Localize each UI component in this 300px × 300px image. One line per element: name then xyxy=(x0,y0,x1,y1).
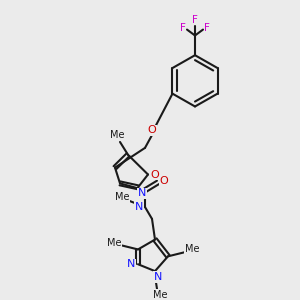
Text: O: O xyxy=(148,125,156,135)
Text: Me: Me xyxy=(153,290,167,300)
Text: O: O xyxy=(160,176,168,186)
Text: O: O xyxy=(151,169,159,179)
Text: F: F xyxy=(192,15,198,25)
Text: Me: Me xyxy=(107,238,121,248)
Text: N: N xyxy=(138,188,146,198)
Text: Me: Me xyxy=(185,244,199,254)
Text: N: N xyxy=(127,259,135,269)
Text: N: N xyxy=(135,202,143,212)
Text: F: F xyxy=(204,22,210,33)
Text: Me: Me xyxy=(115,192,129,202)
Text: N: N xyxy=(154,272,162,282)
Text: Me: Me xyxy=(110,130,124,140)
Text: F: F xyxy=(180,22,186,33)
